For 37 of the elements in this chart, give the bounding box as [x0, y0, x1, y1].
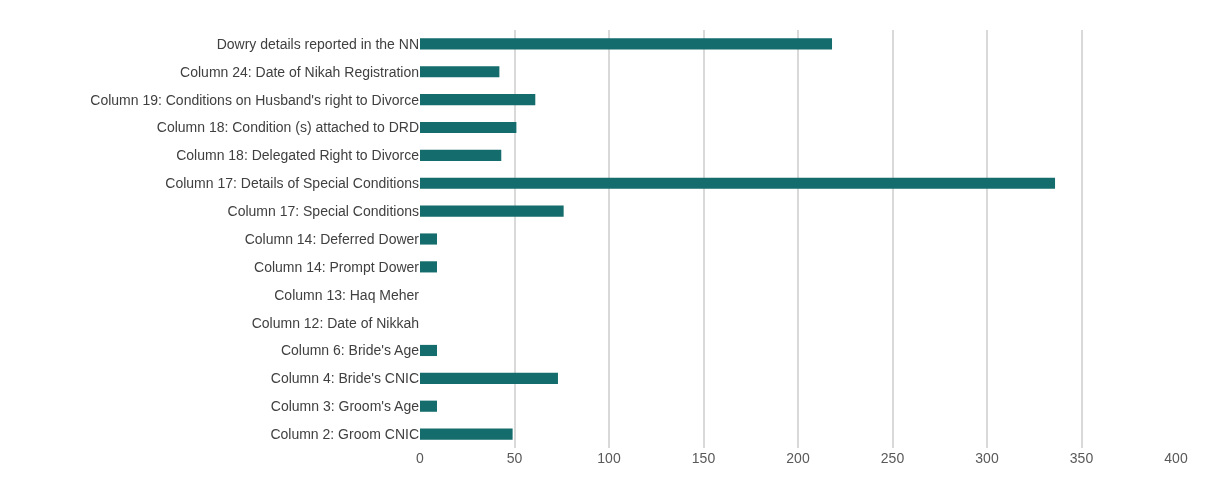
bar: [420, 149, 502, 161]
y-tick-label: Column 17: Special Conditions: [227, 203, 419, 220]
x-tick-label: 100: [597, 450, 621, 466]
x-tick-label: 200: [786, 450, 810, 466]
y-tick-label: Column 6: Bride's Age: [280, 342, 420, 359]
bar: [420, 233, 438, 245]
x-tick-label: 50: [506, 450, 523, 466]
y-tick-label: Column 2: Groom CNIC: [270, 425, 419, 442]
bar: [420, 121, 517, 134]
x-tick-label: 300: [975, 450, 999, 466]
bar: [420, 344, 438, 357]
x-tick-label: 0: [416, 450, 425, 466]
y-tick-label: Column 24: Date of Nikah Registration: [180, 63, 419, 80]
x-tick-label: 400: [1164, 450, 1188, 466]
bar: [420, 94, 536, 106]
y-tick-label: Column 18: Delegated Right to Divorce: [176, 147, 420, 164]
x-tick-label: 250: [880, 450, 905, 466]
y-tick-label: Dowry details reported in the NN: [216, 35, 419, 52]
bar: [420, 177, 1056, 189]
y-tick-label: Column 12: Date of Nikkah: [251, 314, 419, 331]
bar: [420, 372, 558, 384]
y-tick-label: Column 17: Details of Special Conditions: [165, 175, 419, 192]
y-tick-label: Column 18: Condition (s) attached to DRD: [156, 119, 419, 136]
bar: [420, 428, 513, 440]
y-tick-label: Column 14: Prompt Dower: [254, 258, 420, 275]
y-tick-label: Column 4: Bride's CNIC: [270, 370, 419, 387]
x-tick-label: 150: [691, 450, 716, 466]
y-tick-label: Column 19: Conditions on Husband's right to Divorce: [90, 91, 420, 108]
y-tick-label: Column 14: Deferred Dower: [244, 230, 420, 247]
bar: [420, 38, 833, 50]
bar: [420, 400, 438, 412]
x-tick-label: 350: [1069, 450, 1094, 466]
bar: [420, 205, 564, 217]
bar: [420, 261, 438, 273]
y-tick-label: Column 13: Haq Meher: [274, 286, 420, 303]
y-tick-label: Column 3: Groom's Age: [270, 398, 420, 415]
bar: [420, 66, 500, 78]
